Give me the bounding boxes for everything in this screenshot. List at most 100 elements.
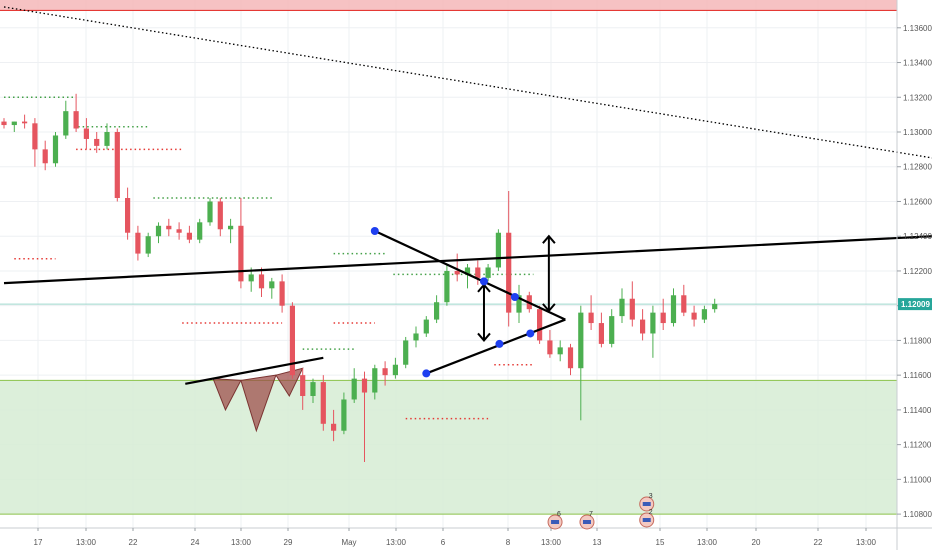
- candle[interactable]: [640, 309, 646, 341]
- candle[interactable]: [619, 288, 625, 324]
- candle[interactable]: [372, 364, 378, 400]
- candle[interactable]: [464, 264, 471, 289]
- event-badge[interactable]: 6: [547, 511, 563, 530]
- candle[interactable]: [155, 222, 162, 244]
- event-badge[interactable]: 3: [639, 493, 655, 512]
- candle[interactable]: [52, 132, 59, 167]
- x-tick-label: 8: [506, 538, 511, 547]
- candle-body: [197, 222, 203, 240]
- pivot-point[interactable]: [479, 277, 488, 286]
- candle[interactable]: [516, 284, 522, 324]
- candle[interactable]: [392, 357, 398, 379]
- pivot-point[interactable]: [510, 293, 519, 301]
- candle[interactable]: [331, 409, 337, 442]
- drawing-tools[interactable]: [3, 6, 932, 385]
- candle[interactable]: [506, 191, 512, 327]
- candle[interactable]: [567, 343, 574, 376]
- flag-stripe: [642, 502, 651, 506]
- candle[interactable]: [351, 368, 357, 403]
- candle[interactable]: [547, 330, 553, 358]
- pivot-point[interactable]: [370, 227, 379, 235]
- candle[interactable]: [279, 274, 285, 313]
- candle[interactable]: [217, 198, 223, 237]
- candle[interactable]: [598, 312, 604, 348]
- arrow-head-down: [542, 303, 556, 313]
- candle[interactable]: [629, 281, 635, 327]
- candle[interactable]: [83, 118, 89, 150]
- candle[interactable]: [166, 218, 172, 237]
- candle[interactable]: [1, 118, 7, 129]
- candle[interactable]: [11, 121, 17, 132]
- candle-body: [155, 225, 162, 237]
- y-tick-label: 1.12400: [903, 232, 932, 241]
- candle[interactable]: [475, 260, 481, 285]
- candle[interactable]: [197, 218, 203, 244]
- candle[interactable]: [258, 267, 265, 297]
- candle[interactable]: [238, 198, 244, 289]
- triangle-upper[interactable]: [374, 230, 566, 321]
- candle[interactable]: [588, 295, 594, 330]
- candle[interactable]: [135, 225, 141, 261]
- candle[interactable]: [104, 123, 110, 150]
- candle[interactable]: [485, 264, 491, 282]
- candle[interactable]: [310, 378, 316, 403]
- candle[interactable]: [578, 305, 584, 421]
- candle[interactable]: [650, 305, 656, 358]
- breakout-target-arrow[interactable]: [542, 234, 556, 313]
- pivot-point[interactable]: [422, 369, 431, 378]
- candle-body: [485, 267, 491, 278]
- event-badges[interactable]: 6 7 3 2: [547, 493, 655, 530]
- y-tick-label: 1.11600: [903, 371, 932, 380]
- candle[interactable]: [423, 316, 429, 337]
- candle[interactable]: [145, 232, 151, 258]
- candle[interactable]: [269, 277, 275, 299]
- event-badge[interactable]: 7: [579, 511, 595, 530]
- event-badge[interactable]: 2: [639, 509, 655, 528]
- candle[interactable]: [300, 368, 306, 410]
- candle[interactable]: [42, 140, 48, 171]
- candle[interactable]: [176, 222, 182, 240]
- candle[interactable]: [114, 128, 120, 202]
- candle[interactable]: [32, 118, 38, 167]
- candle[interactable]: [701, 305, 707, 324]
- candle[interactable]: [691, 305, 697, 327]
- candle[interactable]: [434, 295, 440, 324]
- pivot-point[interactable]: [526, 329, 535, 338]
- candle[interactable]: [289, 302, 295, 379]
- candle[interactable]: [557, 340, 563, 362]
- candle[interactable]: [403, 336, 409, 369]
- x-tick-label: 13:00: [231, 538, 252, 547]
- candle[interactable]: [320, 375, 326, 431]
- dotted-levels: [4, 96, 534, 420]
- candle[interactable]: [444, 264, 450, 306]
- candle[interactable]: [454, 253, 460, 282]
- candle[interactable]: [341, 392, 347, 435]
- long-term-downtrend-line[interactable]: [3, 6, 932, 159]
- candle[interactable]: [186, 225, 192, 244]
- candle-body: [289, 305, 295, 376]
- candlesticks[interactable]: [1, 93, 718, 462]
- candle[interactable]: [63, 100, 69, 139]
- candle[interactable]: [382, 361, 388, 386]
- neckline-trendline[interactable]: [3, 235, 932, 285]
- candle[interactable]: [361, 371, 368, 462]
- candle[interactable]: [609, 309, 615, 348]
- candle[interactable]: [670, 288, 677, 327]
- candle[interactable]: [681, 284, 687, 317]
- candle[interactable]: [207, 198, 213, 226]
- candle[interactable]: [22, 114, 28, 129]
- candle[interactable]: [73, 93, 79, 132]
- candle[interactable]: [413, 326, 419, 348]
- candle[interactable]: [660, 298, 666, 330]
- candle[interactable]: [495, 229, 501, 271]
- candle[interactable]: [125, 187, 131, 240]
- triangle-lower[interactable]: [425, 318, 566, 375]
- candle[interactable]: [537, 305, 543, 344]
- candle[interactable]: [94, 132, 100, 153]
- inverse-hs-neckline[interactable]: [185, 356, 324, 385]
- pivot-point[interactable]: [495, 339, 504, 348]
- candle[interactable]: [228, 218, 234, 244]
- candle[interactable]: [712, 298, 718, 313]
